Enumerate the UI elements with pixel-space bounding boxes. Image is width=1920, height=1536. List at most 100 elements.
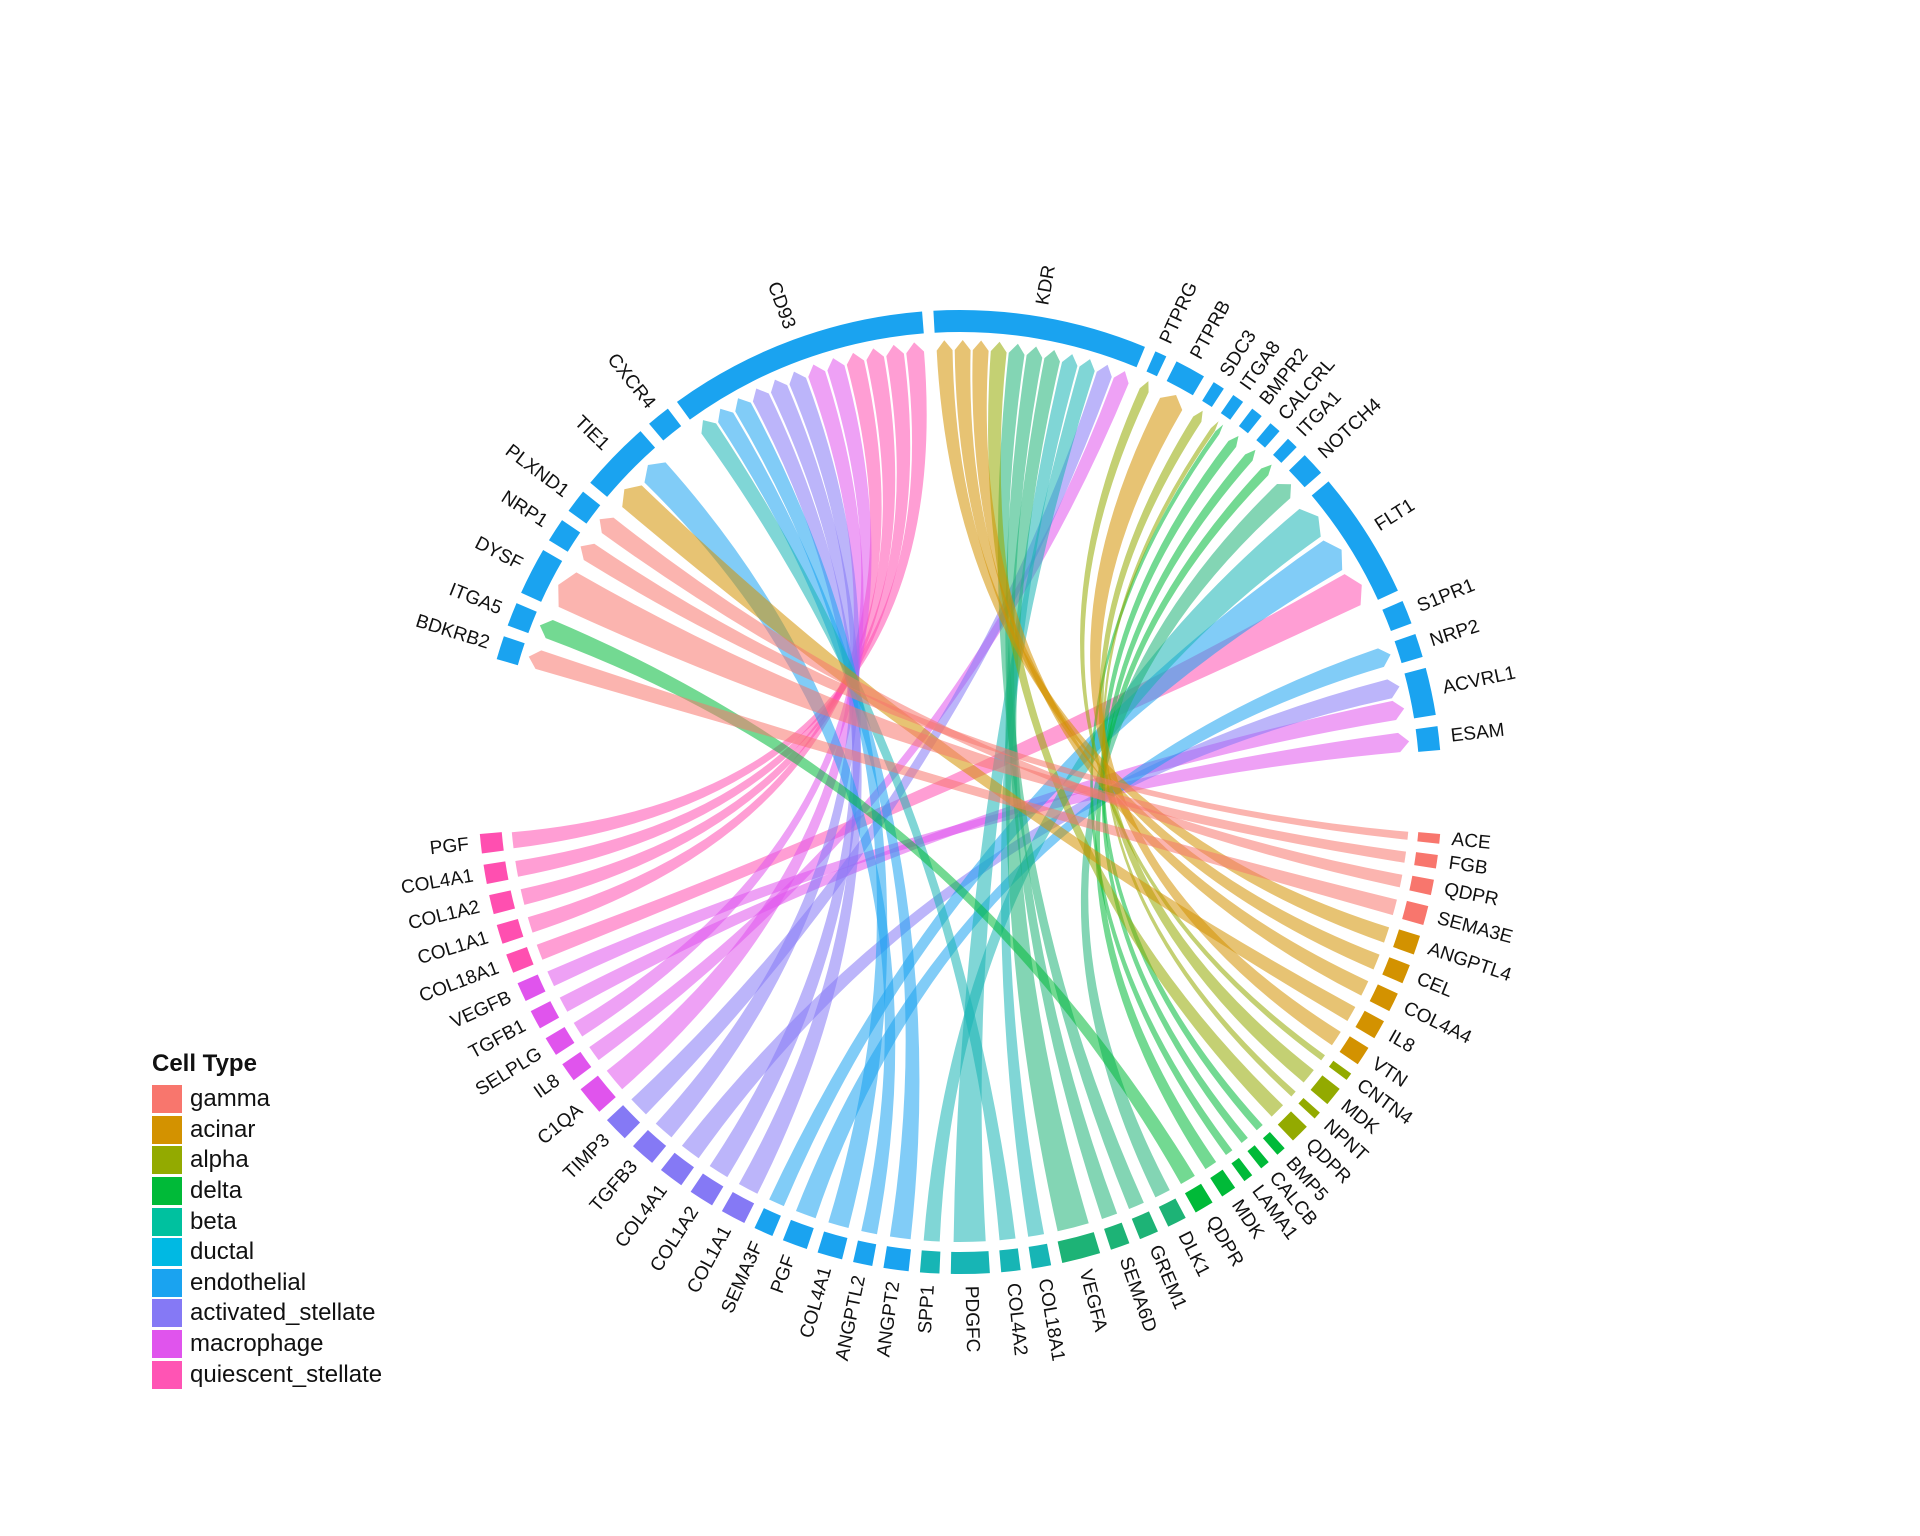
sector-ligand-endothelial-col4a1 (817, 1231, 848, 1260)
sector-label-ligand-endothelial-angptl2: ANGPTL2 (832, 1274, 870, 1363)
sector-ligand-beta-dlk1 (1158, 1198, 1186, 1227)
sector-receptor-s1pr1 (1382, 601, 1412, 632)
sector-ligand-beta-grem1 (1131, 1211, 1158, 1240)
link-macrophage-tgfb1-to-acvrl1 (559, 700, 1405, 1012)
sector-label-ligand-acinar-il8: IL8 (1385, 1026, 1418, 1057)
legend-label: endothelial (190, 1268, 307, 1296)
sector-receptor-ptprb (1166, 361, 1204, 396)
link-quiescent-stellate-col18a1-to-flt1 (536, 574, 1362, 960)
legend-label: acinar (190, 1115, 256, 1143)
legend-item-quiescent-stellate: quiescent_stellate (152, 1359, 382, 1390)
link-ductal-pdgfc-to-kdr (953, 359, 1095, 1243)
sector-ligand-activated-stellate-timp3 (606, 1105, 641, 1139)
legend-item-delta: delta (152, 1176, 382, 1207)
sector-label-ligand-gamma-qdpr: QDPR (1442, 879, 1500, 910)
sector-receptor-acvrl1 (1404, 667, 1436, 719)
sector-ligand-quiescent-stellate-col1a2 (489, 890, 516, 915)
sector-label-receptor-flt1: FLT1 (1371, 495, 1419, 536)
link-delta-calcb-to-calcrl (1101, 449, 1256, 1143)
sector-ligand-acinar-angptl4 (1393, 929, 1421, 955)
sector-ligand-endothelial-angptl2 (853, 1240, 877, 1266)
sector-label-receptor-cd93: CD93 (763, 279, 800, 332)
sector-ligand-activated-stellate-col4a1 (660, 1152, 695, 1186)
sector-label-receptor-esam: ESAM (1450, 720, 1506, 747)
sector-ligand-acinar-vtn (1339, 1036, 1369, 1065)
link-acinar-il8-to-tie1 (622, 485, 1356, 1021)
sector-label-receptor-cxcr4: CXCR4 (603, 350, 660, 414)
legend-key (152, 1268, 182, 1297)
sector-receptor-itga1 (1273, 438, 1297, 463)
sector-ligand-endothelial-sema3f (754, 1208, 781, 1236)
sector-ligand-delta-qdpr (1184, 1183, 1213, 1213)
sector-ligand-activated-stellate-tgfb3 (632, 1129, 667, 1163)
legend-label: alpha (190, 1146, 249, 1174)
sector-ligand-alpha-cntn4 (1328, 1060, 1352, 1080)
sector-label-receptor-bdkrb2: BDKRB2 (413, 611, 492, 654)
legend: Cell Type gamma acinar alpha delta beta ducta… (152, 1050, 382, 1390)
sectors-layer (479, 310, 1441, 1275)
sector-ligand-macrophage-il8 (562, 1051, 592, 1081)
sector-ligand-quiescent-stellate-col18a1 (506, 947, 534, 973)
sector-ligand-acinar-col4a4 (1369, 984, 1398, 1012)
sector-label-receptor-itga5: ITGA5 (446, 579, 505, 619)
sector-receptor-itga5 (507, 603, 537, 634)
sector-label-ligand-activated-stellate-tgfb3: TGFB3 (586, 1156, 642, 1216)
sector-label-ligand-endothelial-angpt2: ANGPT2 (873, 1280, 904, 1358)
sector-label-ligand-gamma-sema3e: SEMA3E (1435, 908, 1515, 948)
sector-label-ligand-ductal-col4a2: COL4A2 (1002, 1282, 1031, 1357)
sector-receptor-bmpr2 (1238, 408, 1262, 434)
sector-label-ligand-gamma-ace: ACE (1451, 829, 1492, 854)
sector-ligand-alpha-mdk (1310, 1075, 1340, 1105)
legend-key (152, 1207, 182, 1236)
sector-label-receptor-tie1: TIE1 (570, 412, 613, 455)
sector-label-ligand-ductal-pdgfc: PDGFC (961, 1286, 983, 1353)
sector-receptor-esam (1415, 726, 1441, 752)
sector-ligand-quiescent-stellate-col1a1 (496, 918, 524, 944)
link-acinar-angptl4-to-kdr (936, 340, 1390, 943)
sector-ligand-activated-stellate-col1a1 (721, 1191, 755, 1224)
sector-ligand-gamma-sema3e (1402, 900, 1429, 926)
sector-ligand-acinar-il8 (1355, 1010, 1385, 1039)
sector-receptor-ptprg (1146, 351, 1167, 377)
sector-ligand-endothelial-angpt2 (883, 1246, 911, 1272)
sector-ligand-acinar-cel (1382, 957, 1410, 984)
sector-label-ligand-beta-dlk1: DLK1 (1174, 1228, 1214, 1280)
sector-label-ligand-beta-vegfa: VEGFA (1075, 1267, 1111, 1334)
links-layer (511, 340, 1410, 1243)
legend-label: ductal (190, 1238, 255, 1266)
sector-ligand-ductal-spp1 (919, 1250, 941, 1274)
sector-ligand-endothelial-pgf (782, 1219, 814, 1249)
legend-item-activated-stellate: activated_stellate (152, 1298, 382, 1329)
legend-key (152, 1177, 182, 1206)
legend-label: macrophage (190, 1330, 324, 1358)
sector-ligand-gamma-ace (1417, 832, 1441, 844)
sector-receptor-nrp1 (548, 520, 581, 552)
sector-ligand-macrophage-vegfb (517, 974, 546, 1001)
sector-label-receptor-kdr: KDR (1032, 264, 1059, 307)
legend-key (152, 1115, 182, 1144)
sector-ligand-gamma-qdpr (1409, 875, 1434, 896)
sector-label-ligand-activated-stellate-timp3: TIMP3 (560, 1130, 615, 1184)
sector-receptor-tie1 (590, 431, 656, 497)
sector-label-receptor-nrp1: NRP1 (497, 487, 551, 532)
sector-ligand-beta-sema6d (1104, 1222, 1130, 1250)
sector-receptor-cd93 (676, 311, 924, 420)
legend-key (152, 1238, 182, 1267)
legend-item-ductal: ductal (152, 1237, 382, 1268)
sector-ligand-delta-lama1 (1231, 1157, 1253, 1182)
sector-ligand-delta-calcb (1247, 1145, 1269, 1169)
link-delta-lama1-to-itga8 (1090, 424, 1233, 1155)
sector-ligand-alpha-qdpr (1277, 1111, 1307, 1141)
legend-title: Cell Type (152, 1050, 257, 1077)
legend-item-macrophage: macrophage (152, 1329, 382, 1360)
legend-item-endothelial: endothelial (152, 1268, 382, 1299)
sector-receptor-kdr (933, 310, 1145, 368)
sector-receptor-flt1 (1311, 481, 1398, 600)
sector-ligand-ductal-col18a1 (1028, 1243, 1052, 1269)
legend-items: gamma acinar alpha delta beta ductal endotheli… (152, 1084, 382, 1390)
legend-label: activated_stellate (190, 1299, 376, 1327)
sector-receptor-cxcr4 (649, 408, 682, 441)
sector-label-receptor-s1pr1: S1PR1 (1414, 575, 1478, 617)
sector-receptor-notch4 (1288, 455, 1322, 488)
sector-receptor-nrp2 (1394, 633, 1423, 664)
